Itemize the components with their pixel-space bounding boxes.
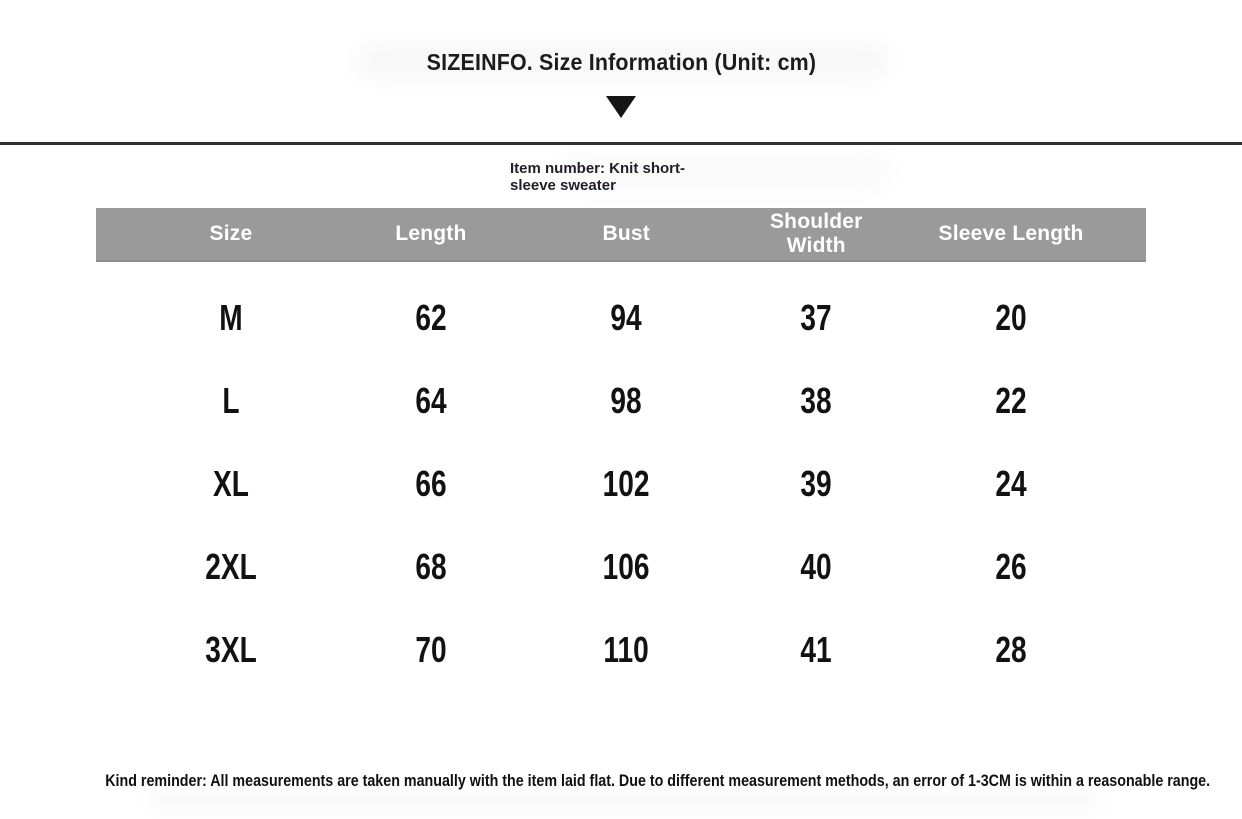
cell-value: 2XL [205,545,257,587]
page-title: SIZEINFO. Size Information (Unit: cm) [0,49,1242,76]
cell-value: 41 [800,628,832,670]
cell-value: 62 [415,296,447,338]
length-cell: 64 [366,380,496,422]
size-label-cell: M [96,297,366,339]
table-row-3xl: 3XL 70 110 41 28 [96,608,1146,691]
shoulder-width-cell: 40 [756,546,876,588]
cell-value: 94 [610,296,642,338]
table-row-2xl: 2XL 68 106 40 26 [96,525,1146,608]
length-cell: 68 [366,546,496,588]
column-header-shoulder-width: Shoulder Width [769,210,863,257]
item-number-label: Item number: Knit short- sleeve sweater [510,160,685,194]
bust-cell: 98 [496,380,756,422]
cell-value: 68 [415,545,447,587]
cell-value: 38 [800,379,832,421]
sleeve-length-cell: 24 [876,463,1146,505]
table-body: M 62 94 37 20 L 64 98 38 22 XL 66 102 39… [96,276,1146,691]
item-number-line1: Item number: Knit short- [510,160,685,177]
down-arrow-icon [606,96,636,118]
length-cell: 66 [366,463,496,505]
shoulder-width-cell: 39 [756,463,876,505]
length-cell: 62 [366,297,496,339]
section-divider [0,142,1242,145]
cell-value: L [222,379,240,421]
kind-reminder-text: Kind reminder: All measurements are take… [105,771,1211,790]
kind-reminder-note: Kind reminder: All measurements are take… [0,771,1242,791]
background-artifact [358,42,888,80]
sleeve-length-cell: 22 [876,380,1146,422]
cell-value: 26 [995,545,1027,587]
item-number-line2: sleeve sweater [510,177,616,194]
bust-cell: 106 [496,546,756,588]
column-header-bust: Bust [602,222,650,245]
cell-value: 40 [800,545,832,587]
column-header-length: Length [395,222,467,245]
cell-value: 3XL [205,628,257,670]
cell-value: 39 [800,462,832,504]
table-row-xl: XL 66 102 39 24 [96,442,1146,525]
cell-value: 20 [995,296,1027,338]
bust-cell: 94 [496,297,756,339]
table-header-row: Size Length Bust Shoulder Width Sleeve L… [96,208,1146,262]
bust-cell: 110 [496,629,756,671]
cell-value: 106 [602,545,650,587]
cell-value: 66 [415,462,447,504]
cell-value: 37 [800,296,832,338]
size-table: Size Length Bust Shoulder Width Sleeve L… [96,208,1146,691]
cell-value: 22 [995,379,1027,421]
cell-value: 102 [602,462,650,504]
size-label-cell: L [96,380,366,422]
background-artifact [560,152,890,192]
table-row-l: L 64 98 38 22 [96,359,1146,442]
sleeve-length-cell: 26 [876,546,1146,588]
sleeve-length-cell: 28 [876,629,1146,671]
size-label-cell: 3XL [96,629,366,671]
shoulder-width-cell: 41 [756,629,876,671]
cell-value: 28 [995,628,1027,670]
length-cell: 70 [366,629,496,671]
column-header-size: Size [209,222,253,245]
size-label-cell: XL [96,463,366,505]
cell-value: XL [212,462,249,504]
column-header-sleeve-length: Sleeve Length [938,222,1084,245]
shoulder-width-cell: 37 [756,297,876,339]
background-artifact [150,790,1100,810]
page-title-text: SIZEINFO. Size Information (Unit: cm) [426,49,816,75]
cell-value: M [219,296,243,338]
cell-value: 64 [415,379,447,421]
cell-value: 70 [415,628,447,670]
table-row-m: M 62 94 37 20 [96,276,1146,359]
cell-value: 24 [995,462,1027,504]
cell-value: 110 [603,628,649,670]
bust-cell: 102 [496,463,756,505]
cell-value: 98 [610,379,642,421]
size-label-cell: 2XL [96,546,366,588]
shoulder-width-cell: 38 [756,380,876,422]
sleeve-length-cell: 20 [876,297,1146,339]
